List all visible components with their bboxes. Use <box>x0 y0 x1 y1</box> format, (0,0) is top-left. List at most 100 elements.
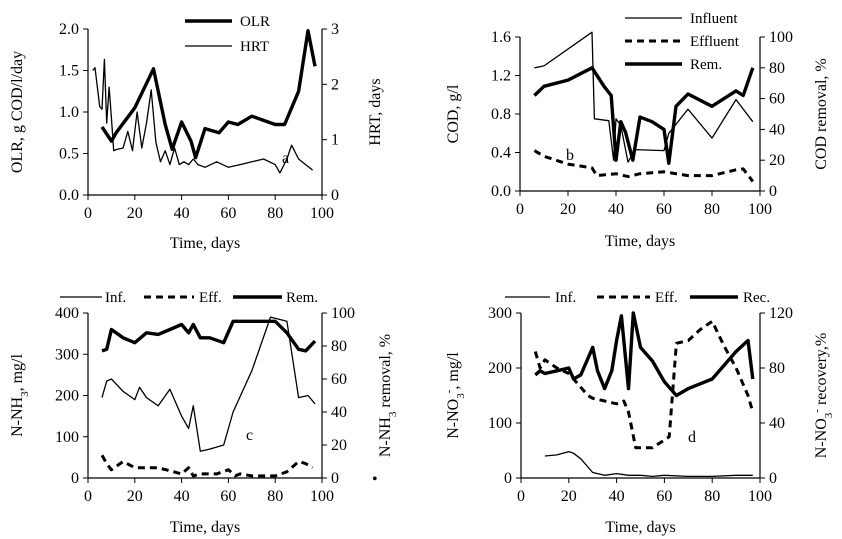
chart-a-y-tick-label: 0.0 <box>59 187 79 204</box>
chart-a-y2-tick-label: 3 <box>331 21 339 38</box>
chart-d-x-tick-label: 100 <box>748 488 772 505</box>
chart-b-y-axis-label: COD, g/l <box>445 84 462 143</box>
chart-b-series-influent-line <box>534 31 754 163</box>
chart-c-legend-label: Eff. <box>199 290 222 306</box>
panel-c: 0 20 40 60 80 1000100200300400020406080100Tim… <box>9 290 399 536</box>
chart-b-series-rem-line <box>533 66 755 166</box>
chart-a-y-tick-label: 1.5 <box>59 63 79 80</box>
chart-d-panel-label: d <box>688 429 696 446</box>
chart-c-x-tick-label: 0 <box>84 488 92 505</box>
chart-b-x-tick-label: 0 <box>516 201 524 218</box>
chart-b-x-tick-label: 100 <box>748 201 772 218</box>
chart-c-y2-tick-label: 100 <box>331 305 355 322</box>
chart-b-y-tick-label: 0.4 <box>491 145 511 162</box>
chart-c-y2-tick-label: 60 <box>331 371 347 388</box>
chart-a-y2-axis-label: HRT, days <box>367 78 384 145</box>
chart-d-x-tick-label: 60 <box>656 488 672 505</box>
chart-a-series-hrt-line <box>92 58 314 174</box>
chart-d-legend-label: Eff. <box>655 290 678 306</box>
chart-c-y-tick-label: 0 <box>71 470 79 487</box>
chart-a-y-tick-label: 2.0 <box>59 21 79 38</box>
chart-d-x-tick-label: 40 <box>609 488 625 505</box>
chart-a-legend-label: OLR <box>240 14 270 30</box>
chart-a-series-olr-line <box>100 29 317 160</box>
chart-b-y2-axis-label: COD removal, % <box>813 58 830 170</box>
chart-a-y-tick-label: 0.5 <box>59 146 79 163</box>
chart-b-y2-tick-label: 0 <box>769 183 777 200</box>
chart-c-y2-tick-label: 40 <box>331 404 347 421</box>
chart-a-x-tick-label: 60 <box>220 205 236 222</box>
chart-a-y2-tick-label: 2 <box>331 76 339 93</box>
chart-c-legend-label: Rem. <box>286 290 318 306</box>
chart-c-series-rem-line <box>101 319 317 353</box>
chart-c-x-tick-label: 100 <box>310 488 334 505</box>
panel-a: 0 20 40 60 80 100 0.0 0.5 1.0 1.5 2.0 0 1 2 3 Time, day… <box>9 14 384 252</box>
chart-c-x-tick-label: 60 <box>220 488 236 505</box>
chart-d-y-tick-label: 100 <box>488 415 512 432</box>
chart-c-series-eff-line <box>100 454 314 478</box>
chart-c-y2-axis-label: N-NH3 removal, % <box>377 334 399 457</box>
chart-c-x-tick-label: 20 <box>127 488 143 505</box>
chart-b-y-tick-label: 1.6 <box>491 29 511 46</box>
chart-d-x-tick-label: 80 <box>704 488 720 505</box>
chart-c-y2-tick-label: 0 <box>331 470 339 487</box>
chart-a-x-tick-label: 40 <box>174 205 190 222</box>
chart-c-x-tick-label: 40 <box>174 488 190 505</box>
chart-c-panel-label: c <box>246 427 253 444</box>
chart-d-y-tick-label: 0 <box>504 470 512 487</box>
chart-d-series-eff-line <box>533 319 755 450</box>
chart-b-y-tick-label: 0.8 <box>491 106 511 123</box>
chart-d-legend-label: Rec. <box>743 290 770 306</box>
chart-c-y-tick-label: 300 <box>55 346 79 363</box>
chart-d-series-rec-line <box>534 311 755 398</box>
chart-b-legend-label: Effluent <box>690 34 740 50</box>
chart-d-y2-tick-label: 120 <box>769 305 793 322</box>
chart-d-y2-tick-label: 40 <box>769 415 785 432</box>
chart-c-legend-label: Inf. <box>105 290 126 306</box>
chart-b-y2-tick-label: 40 <box>769 121 785 138</box>
chart-b-y-tick-label: 1.2 <box>491 68 511 85</box>
chart-b-x-tick-label: 40 <box>608 201 624 218</box>
chart-a-x-tick-label: 80 <box>267 205 283 222</box>
chart-b-series-effluent-line <box>533 149 754 183</box>
footer-mark: • <box>372 471 378 488</box>
chart-c-y-axis-label: N-NH3, mg/l <box>9 354 31 437</box>
chart-d-x-tick-label: 20 <box>561 488 577 505</box>
chart-b-legend-label: Influent <box>690 11 738 27</box>
chart-c-y-tick-label: 200 <box>55 388 79 405</box>
chart-a-legend-label: HRT <box>240 39 269 55</box>
chart-a-x-tick-label: 20 <box>127 205 143 222</box>
chart-b-y2-tick-label: 80 <box>769 60 785 77</box>
chart-d-series-inf-line <box>544 450 753 478</box>
chart-b-legend-label: Rem. <box>690 57 722 73</box>
chart-b-y2-tick-label: 100 <box>769 29 793 46</box>
chart-c-x-axis-label: Time, days <box>170 519 241 536</box>
chart-c-y-tick-label: 400 <box>55 305 79 322</box>
chart-b-y2-tick-label: 20 <box>769 152 785 169</box>
chart-d-y-tick-label: 300 <box>488 305 512 322</box>
chart-b-x-axis-label: Time, days <box>605 233 676 250</box>
chart-a-panel-label: a <box>282 150 289 167</box>
chart-b-panel-label: b <box>566 147 574 164</box>
chart-a-y2-tick-label: 1 <box>331 132 339 149</box>
chart-d-y2-tick-label: 0 <box>769 470 777 487</box>
chart-b-x-tick-label: 20 <box>560 201 576 218</box>
chart-b-x-tick-label: 60 <box>656 201 672 218</box>
chart-b-x-tick-label: 80 <box>704 201 720 218</box>
chart-d-x-tick-label: 0 <box>517 488 525 505</box>
chart-a-x-tick-label: 100 <box>310 205 334 222</box>
chart-c-y2-tick-label: 20 <box>331 437 347 454</box>
chart-d-y2-axis-label: N-NO3- recovery,% <box>811 333 835 458</box>
chart-c-y-tick-label: 100 <box>55 429 79 446</box>
chart-c-x-tick-label: 80 <box>267 488 283 505</box>
chart-d-legend-label: Inf. <box>555 290 576 306</box>
panel-b: 0 20 40 60 80 100 0.0 0.4 0.8 1.2 1.6 0 20 40 60 80 100 T… <box>445 11 830 250</box>
chart-d-y-axis-label: N-NO3-, mg/l <box>443 352 467 439</box>
chart-a-y-tick-label: 1.0 <box>59 104 79 121</box>
chart-c-series-inf-line <box>101 316 316 452</box>
chart-b-y2-tick-label: 60 <box>769 91 785 108</box>
chart-a-x-axis-label: Time, days <box>170 235 241 252</box>
chart-a-y-axis-label: OLR, g COD/l/day <box>9 51 26 173</box>
